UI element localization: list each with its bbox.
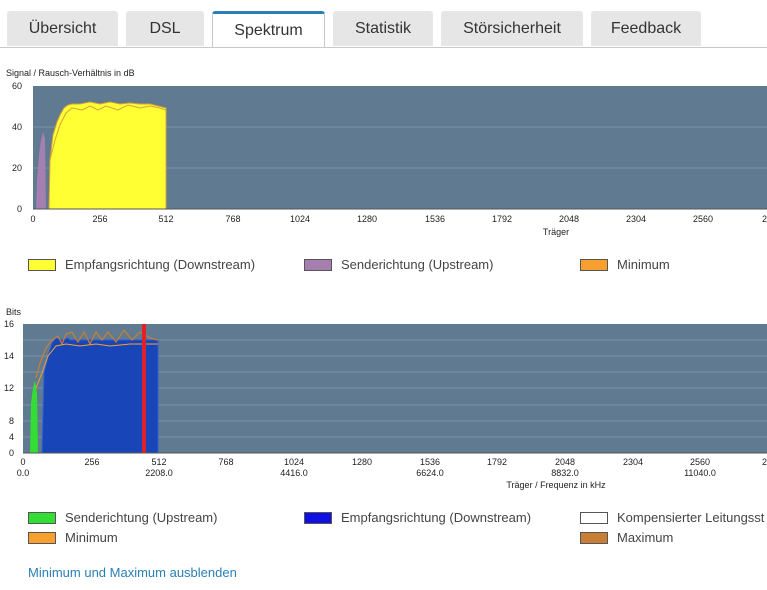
snr-downstream-area — [48, 101, 167, 210]
snr-xtick: 2304 — [626, 214, 646, 224]
bits-y-ticks-and-labels: 16 14 12 8 4 0 — [4, 319, 14, 458]
legend-label: Kompensierter Leitungsst — [617, 510, 765, 525]
bits-ytick-0: 0 — [9, 448, 14, 458]
snr-xtick: 2048 — [559, 214, 579, 224]
chart2-ylabel: Bits — [6, 307, 22, 317]
snr-xtick: 28 — [762, 214, 767, 224]
bits-xtick: 2560 — [690, 457, 710, 467]
snr-y-ticks-and-labels: 60 40 20 0 — [12, 81, 22, 214]
bits-freqtick: 0.0 — [17, 468, 30, 478]
swatch-orange — [28, 531, 56, 544]
snr-ytick-0: 0 — [17, 204, 22, 214]
swatch-orange — [580, 258, 608, 271]
legend-snr-minimum: Minimum — [580, 257, 670, 272]
legend-bits-compensated: Kompensierter Leitungsst — [580, 510, 764, 525]
snr-chart: 60 40 20 0 0 256 512 768 1024 1280 1536 … — [12, 81, 767, 237]
bits-freq-tick-labels: 0.0 2208.0 4416.0 6624.0 8832.0 11040.0 — [17, 468, 716, 478]
tab-stoersicherheit[interactable]: Störsicherheit — [441, 11, 583, 46]
legend-bits-minimum: Minimum — [28, 530, 118, 545]
tab-spektrum[interactable]: Spektrum — [212, 11, 325, 47]
bits-xtick: 768 — [218, 457, 233, 467]
bits-freqtick: 6624.0 — [416, 468, 444, 478]
bits-xtick: 1792 — [487, 457, 507, 467]
swatch-blue — [304, 511, 332, 524]
snr-xtick: 1792 — [492, 214, 512, 224]
bits-ytick-12: 12 — [4, 383, 14, 393]
bits-ytick-8: 8 — [9, 416, 14, 426]
bits-minimum-line — [35, 343, 158, 389]
snr-xtick: 1536 — [425, 214, 445, 224]
toggle-minmax-link[interactable]: Minimum und Maximum ausblenden — [28, 565, 237, 580]
bits-ytick-16: 16 — [4, 319, 14, 329]
snr-xtick: 768 — [225, 214, 240, 224]
snr-xtick: 512 — [158, 214, 173, 224]
snr-minimum-line — [49, 104, 167, 161]
snr-upstream-area — [36, 132, 46, 209]
bits-xlabel: Träger / Frequenz in kHz — [506, 480, 606, 490]
swatch-purple — [304, 258, 332, 271]
legend-snr-downstream: Empfangsrichtung (Downstream) — [28, 257, 255, 272]
bits-chart: 16 14 12 8 4 0 0 256 512 768 1024 1280 1… — [4, 319, 767, 490]
legend-snr-upstream: Senderichtung (Upstream) — [304, 257, 493, 272]
legend-label: Empfangsrichtung (Downstream) — [341, 510, 532, 525]
bits-xtick: 1024 — [284, 457, 304, 467]
tab-uebersicht[interactable]: Übersicht — [7, 11, 118, 46]
tab-feedback[interactable]: Feedback — [591, 11, 701, 46]
legend-label: Minimum — [65, 530, 118, 545]
bits-xtick: 1280 — [352, 457, 372, 467]
swatch-green — [28, 511, 56, 524]
bits-xtick: 256 — [84, 457, 99, 467]
snr-xtick: 0 — [30, 214, 35, 224]
bits-freqtick: 4416.0 — [280, 468, 308, 478]
bits-freqtick: 2208.0 — [145, 468, 173, 478]
legend-label: Senderichtung (Upstream) — [65, 510, 218, 525]
snr-xlabel: Träger — [543, 227, 569, 237]
bits-maximum-line — [35, 328, 159, 379]
legend-bits-maximum: Maximum — [580, 530, 673, 545]
bits-xtick: 1536 — [420, 457, 440, 467]
chart1-ylabel: Signal / Rausch-Verhältnis in dB — [6, 68, 135, 78]
tab-statistik[interactable]: Statistik — [333, 11, 433, 46]
swatch-white — [580, 511, 608, 524]
legend-bits-downstream: Empfangsrichtung (Downstream) — [304, 510, 531, 525]
snr-xtick: 1024 — [290, 214, 310, 224]
snr-ytick-60: 60 — [12, 81, 22, 91]
legend-label: Empfangsrichtung (Downstream) — [65, 257, 256, 272]
bits-xtick: 28 — [762, 457, 767, 467]
legend-label: Minimum — [617, 257, 670, 272]
snr-xtick: 1280 — [357, 214, 377, 224]
bits-ytick-14: 14 — [4, 351, 14, 361]
swatch-yellow — [28, 258, 56, 271]
bits-freqtick: 8832.0 — [551, 468, 579, 478]
bits-xtick: 2048 — [555, 457, 575, 467]
snr-xtick: 256 — [92, 214, 107, 224]
tab-dsl[interactable]: DSL — [126, 11, 204, 46]
bits-xtick: 0 — [20, 457, 25, 467]
bits-marker-line — [142, 324, 146, 453]
snr-x-tick-labels: 0 256 512 768 1024 1280 1536 1792 2048 2… — [30, 214, 767, 224]
tab-bar: Übersicht DSL Spektrum Statistik Störsic… — [0, 0, 767, 48]
snr-ytick-40: 40 — [12, 122, 22, 132]
legend-bits-upstream: Senderichtung (Upstream) — [28, 510, 217, 525]
snr-ytick-20: 20 — [12, 163, 22, 173]
bits-downstream-area — [41, 337, 159, 454]
bits-xtick: 512 — [151, 457, 166, 467]
bits-ytick-4: 4 — [9, 432, 14, 442]
bits-x-tick-labels: 0 256 512 768 1024 1280 1536 1792 2048 2… — [20, 457, 767, 467]
bits-freqtick: 11040.0 — [684, 468, 716, 478]
legend-label: Senderichtung (Upstream) — [341, 257, 494, 272]
bits-xtick: 2304 — [623, 457, 643, 467]
snr-xtick: 2560 — [693, 214, 713, 224]
swatch-brown — [580, 531, 608, 544]
bits-upstream-area — [30, 380, 38, 453]
legend-label: Maximum — [617, 530, 674, 545]
